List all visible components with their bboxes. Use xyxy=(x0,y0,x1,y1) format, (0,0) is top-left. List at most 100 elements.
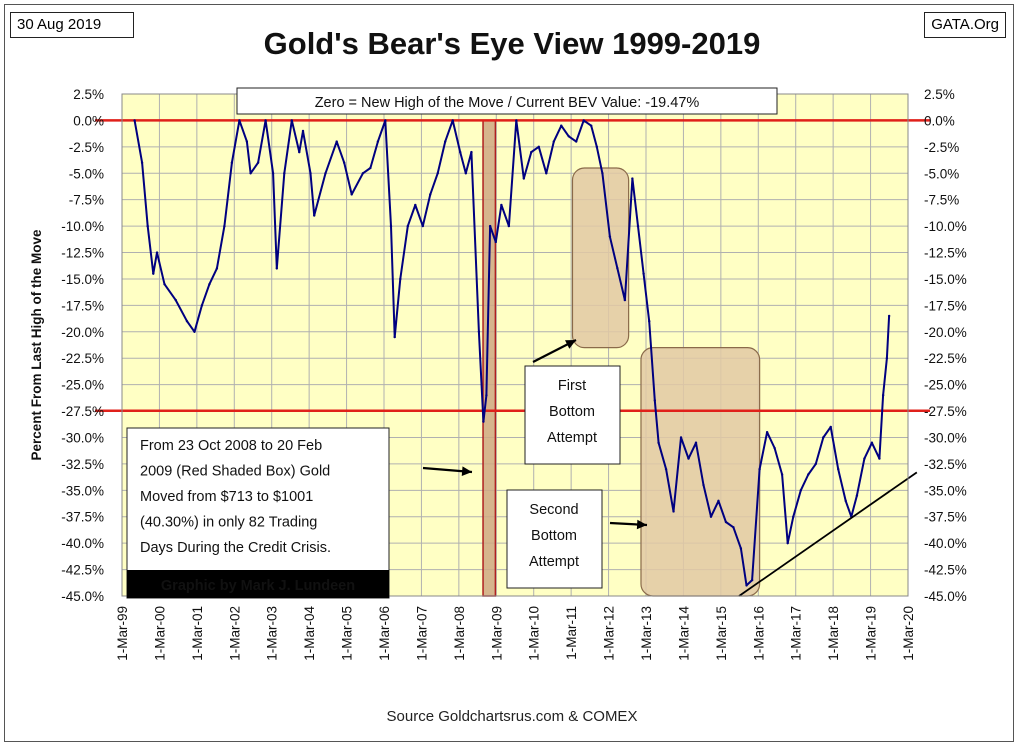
bev-data-point xyxy=(271,172,275,175)
bev-data-point xyxy=(290,119,293,122)
x-tick-label: 1-Mar-13 xyxy=(639,606,654,661)
bev-data-point xyxy=(399,277,402,281)
bev-data-point xyxy=(545,172,548,175)
zero-note-box xyxy=(236,87,778,115)
second-bottom-label-box xyxy=(506,489,603,589)
y-tick-label-left: -32.5% xyxy=(61,457,104,472)
source-tag: GATA.Org xyxy=(924,12,1006,38)
bev-data-point xyxy=(384,119,387,122)
first-bottom-box xyxy=(571,167,630,349)
y-tick-label-left: -42.5% xyxy=(61,563,104,578)
y-tick-label-left: -45.0% xyxy=(61,589,104,604)
x-tick-label: 1-Mar-09 xyxy=(489,606,504,661)
zero-note-text: Zero = New High of the Move / Current BE… xyxy=(315,95,700,111)
bev-data-point xyxy=(642,272,645,275)
bev-data-point xyxy=(636,224,640,228)
y-tick-label-left: -2.5% xyxy=(69,140,104,155)
second-bottom-label-line: Bottom xyxy=(531,528,577,544)
chart-title: Gold's Bear's Eye View 1999-2019 xyxy=(263,26,761,61)
credit-note-box xyxy=(126,427,390,599)
bev-data-point xyxy=(837,467,840,471)
bev-data-point xyxy=(582,119,585,122)
y-tick-label-right: -15.0% xyxy=(924,272,967,287)
bev-data-point xyxy=(133,119,136,122)
bev-data-point xyxy=(249,172,252,175)
bev-data-point xyxy=(855,494,859,497)
bev-data-point xyxy=(494,240,497,244)
bev-data-point xyxy=(477,330,481,333)
bev-data-point xyxy=(459,150,462,154)
y-tick-label-left: -35.0% xyxy=(61,483,104,498)
bev-data-point xyxy=(464,172,468,175)
bev-data-point xyxy=(567,135,570,138)
y-tick-label-left: -7.5% xyxy=(69,193,104,208)
first-bottom-label-line: First xyxy=(558,378,586,394)
y-tick-label-right: -32.5% xyxy=(924,457,967,472)
bev-data-point xyxy=(238,119,241,122)
bev-data-point xyxy=(724,520,728,524)
y-tick-label-left: -25.0% xyxy=(61,378,104,393)
credit-crisis-arrow-head xyxy=(461,466,472,476)
bev-data-point xyxy=(575,140,578,143)
bev-data-point xyxy=(595,145,599,149)
bev-data-point xyxy=(679,436,683,439)
second-bottom-arrow-head xyxy=(636,519,647,530)
x-tick-label: 1-Mar-11 xyxy=(564,606,579,660)
second-bottom-label-line: Second xyxy=(529,502,578,518)
bev-data-point xyxy=(215,267,219,270)
x-tick-label: 1-Mar-02 xyxy=(227,606,242,661)
y-tick-label-left: -12.5% xyxy=(61,246,104,261)
bev-data-point xyxy=(814,462,817,466)
bev-data-point xyxy=(208,283,211,286)
x-tick-label: 1-Mar-08 xyxy=(452,606,467,661)
x-tick-label: 1-Mar-15 xyxy=(714,606,729,661)
bev-data-point xyxy=(653,399,657,402)
bev-data-point xyxy=(694,441,698,444)
bev-data-point xyxy=(369,166,372,170)
bev-data-point xyxy=(687,457,690,460)
y-tick-label-left: -37.5% xyxy=(61,510,104,525)
second-bottom-label-line: Attempt xyxy=(529,554,579,570)
x-tick-label: 1-Mar-10 xyxy=(527,606,542,661)
y-tick-label-left: -40.0% xyxy=(61,536,104,551)
bev-data-point xyxy=(193,330,196,333)
date-label: 30 Aug 2019 xyxy=(10,12,134,38)
bev-data-point xyxy=(393,335,396,339)
y-tick-label-right: -37.5% xyxy=(924,510,967,525)
bev-data-point xyxy=(298,150,301,154)
bev-data-point xyxy=(488,224,492,228)
y-tick-label-left: 0.0% xyxy=(73,113,104,128)
bev-data-point xyxy=(672,510,675,513)
bev-data-point xyxy=(765,430,769,434)
y-tick-label-right: -40.0% xyxy=(924,536,967,551)
credit-note-line: Moved from $713 to $1001 xyxy=(140,489,313,505)
y-tick-label-right: -10.0% xyxy=(924,219,967,234)
bev-data-point xyxy=(792,515,795,518)
x-tick-label: 1-Mar-99 xyxy=(115,606,130,661)
bev-data-point xyxy=(470,150,473,154)
x-tick-label: 1-Mar-12 xyxy=(602,606,617,661)
credit-banner-text: Graphic by Mark J. Lundeen xyxy=(161,578,355,594)
bev-data-point xyxy=(702,483,705,487)
x-tick-label: 1-Mar-20 xyxy=(901,606,916,661)
first-bottom-label-line: Attempt xyxy=(547,430,597,446)
bev-data-point xyxy=(537,145,541,149)
first-bottom-label-line: Bottom xyxy=(549,404,595,420)
y-tick-label-left: -5.0% xyxy=(69,166,104,181)
bev-data-point xyxy=(515,119,518,122)
bev-data-point xyxy=(807,473,810,476)
bev-data-point xyxy=(223,224,226,228)
y-tick-label-right: -35.0% xyxy=(924,483,967,498)
y-tick-label-right: -5.0% xyxy=(924,166,959,181)
bev-data-point xyxy=(601,172,604,175)
bev-data-point xyxy=(885,357,889,360)
bev-data-point xyxy=(406,224,410,228)
bev-data-point xyxy=(648,320,651,323)
bev-data-point xyxy=(732,526,735,529)
y-tick-label-right: 2.5% xyxy=(924,87,955,102)
bev-data-point xyxy=(350,193,353,196)
bev-data-point xyxy=(256,161,260,164)
x-tick-label: 1-Mar-05 xyxy=(340,606,355,661)
x-tick-label: 1-Mar-01 xyxy=(190,606,205,661)
bev-data-point xyxy=(146,224,149,228)
